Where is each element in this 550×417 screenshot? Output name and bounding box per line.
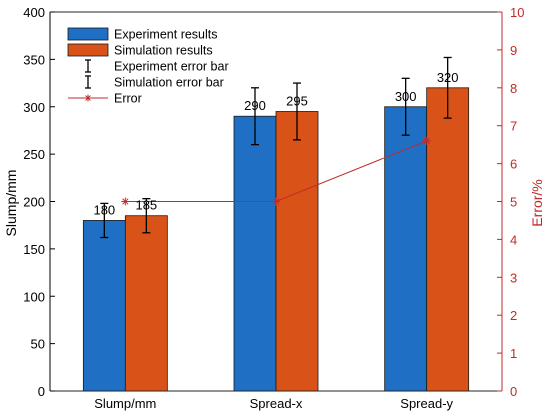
bars [82, 87, 470, 392]
error-line [121, 136, 431, 206]
legend-label: Simulation results [114, 44, 213, 58]
legend-label: Experiment results [114, 28, 218, 42]
bar [384, 106, 428, 392]
y2-tick-label: 7 [510, 119, 517, 134]
data-label: 290 [244, 98, 266, 113]
y2-tick-label: 4 [510, 232, 517, 247]
bar [233, 115, 277, 392]
x-tick-label: Spread-y [400, 396, 453, 411]
axes: 0 50 100 150 200 250 300 350 400 0 1 2 3 4 5 6 7 8 9 10 Slum… [23, 5, 524, 411]
y-tick-label: 0 [38, 384, 45, 399]
y2-tick-label: 3 [510, 270, 517, 285]
y2-tick-label: 2 [510, 308, 517, 323]
error-point [121, 197, 130, 206]
y2-tick-label: 10 [510, 5, 524, 20]
data-label: 295 [286, 93, 308, 108]
bar [124, 215, 168, 392]
data-label: 320 [437, 70, 459, 85]
data-labels: 180 290 300 185 295 320 [93, 70, 458, 218]
bar [82, 220, 126, 392]
y2-tick-label: 1 [510, 346, 517, 361]
y-tick-label: 200 [23, 195, 45, 210]
y-tick-label: 100 [23, 289, 45, 304]
y-tick-label: 300 [23, 100, 45, 115]
legend-label: Error [114, 92, 142, 106]
y-tick-label: 400 [23, 5, 45, 20]
bar [426, 87, 470, 392]
data-label: 185 [135, 198, 157, 213]
legend-swatch [67, 27, 109, 41]
legend-star-icon [84, 94, 92, 102]
legend-swatch [67, 43, 109, 57]
y-tick-label: 150 [23, 242, 45, 257]
x-tick-label: Spread-x [250, 396, 303, 411]
legend-label: Experiment error bar [114, 60, 229, 74]
y-tick-label: 250 [23, 147, 45, 162]
bar [275, 111, 319, 392]
y2-tick-label: 5 [510, 195, 517, 210]
error-point [272, 197, 280, 206]
y2-tick-label: 8 [510, 81, 517, 96]
y2-axis-label: Error/% [529, 179, 545, 226]
data-label: 300 [395, 89, 417, 104]
error-bars [100, 56, 452, 239]
legend: Experiment results Simulation results Expe… [67, 27, 229, 106]
y2-tick-label: 0 [510, 384, 517, 399]
y2-tick-label: 6 [510, 157, 517, 172]
legend-label: Simulation error bar [114, 76, 224, 90]
data-label: 180 [93, 202, 115, 217]
y-tick-label: 350 [23, 52, 45, 67]
y-tick-label: 50 [31, 337, 45, 352]
x-tick-label: Slump/mm [94, 396, 156, 411]
error-point [422, 136, 431, 145]
y2-tick-label: 9 [510, 43, 517, 58]
y-axis-label: Slump/mm [3, 170, 19, 237]
